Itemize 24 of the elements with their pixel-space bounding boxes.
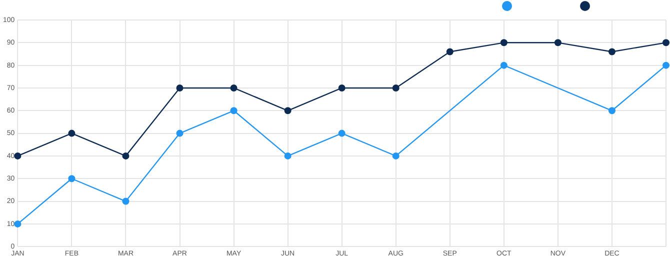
point bbox=[608, 48, 616, 56]
point bbox=[500, 62, 508, 69]
point bbox=[554, 39, 562, 46]
point bbox=[392, 152, 400, 160]
point bbox=[230, 107, 238, 114]
point bbox=[662, 62, 670, 69]
point bbox=[14, 152, 22, 160]
point bbox=[608, 107, 616, 114]
point bbox=[68, 175, 76, 182]
point bbox=[284, 152, 292, 160]
point bbox=[500, 39, 508, 46]
point bbox=[14, 220, 22, 228]
point bbox=[284, 107, 292, 114]
point bbox=[662, 39, 670, 46]
point bbox=[338, 130, 346, 137]
point bbox=[392, 84, 400, 92]
point bbox=[446, 48, 454, 56]
point bbox=[122, 152, 130, 160]
point bbox=[68, 130, 76, 137]
point bbox=[230, 84, 238, 92]
point bbox=[338, 84, 346, 92]
point bbox=[176, 130, 184, 137]
point bbox=[176, 84, 184, 92]
point bbox=[122, 198, 130, 205]
